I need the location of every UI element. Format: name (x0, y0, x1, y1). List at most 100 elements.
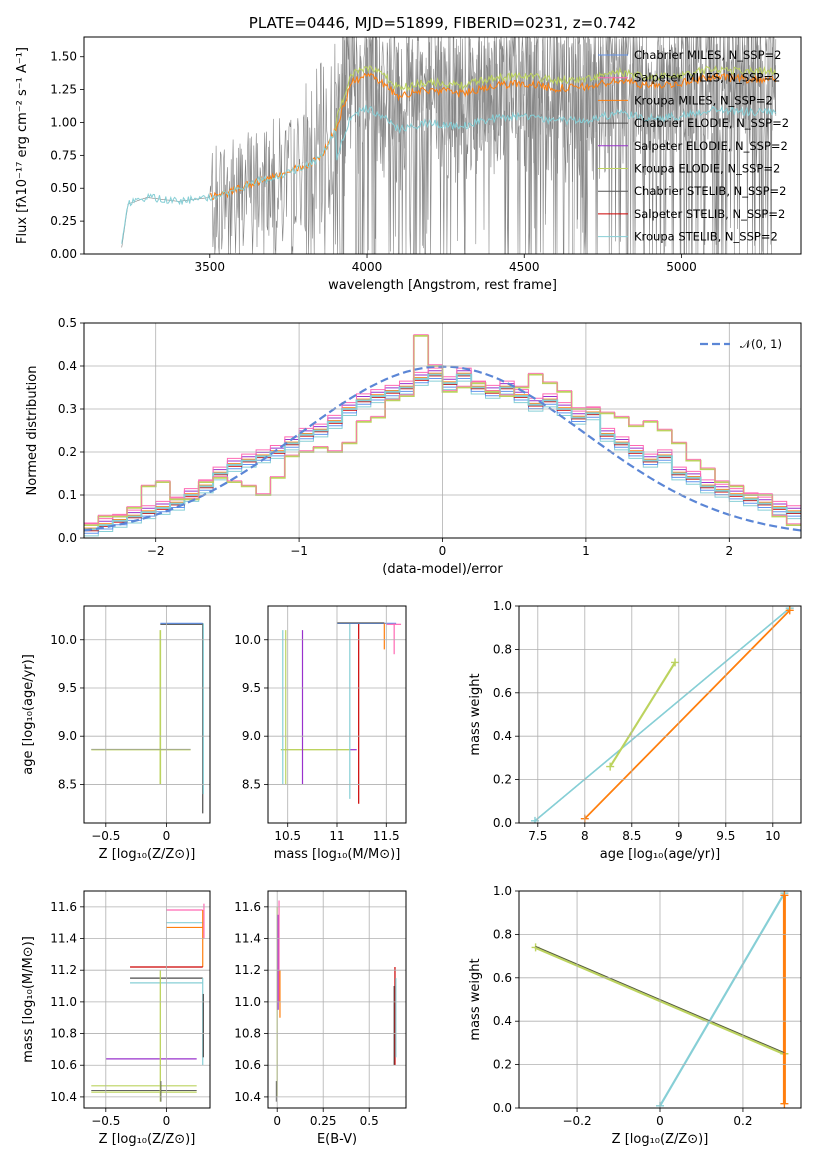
y-tick-label: 0.0 (493, 816, 512, 830)
y-tick-label: 1.0 (493, 884, 512, 898)
x-tick-label: 7.5 (528, 829, 547, 843)
y-tick-label: 0.0 (58, 531, 77, 545)
plot-area (531, 891, 789, 1108)
panel-4: 10.5 11 11.5 8.5 9.0 9.5 10.0 mass [log₁₀(M/M⊙)… (234, 605, 407, 862)
y-tick-label: 9.5 (58, 681, 77, 695)
y-tick-label: 10.6 (50, 1058, 77, 1072)
panel-6: −0.5 0 10.4 10.6 10.8 11.0 11.2 11.4 11.6 Z [log₁… (21, 890, 211, 1147)
weight-marker (780, 891, 789, 900)
x-axis-label: age [log₁₀(age/yr)] (600, 847, 721, 862)
x-tick-label: −1 (290, 544, 308, 558)
y-tick-label: 0.6 (493, 971, 512, 985)
x-tick-label: 9 (675, 829, 683, 843)
weight-line (658, 893, 785, 1107)
axes-frame (518, 890, 802, 1109)
x-tick-label: 0 (439, 544, 447, 558)
panel-1: 3500 4000 4500 5000 0.00 0.25 0.50 0.75 1.00 1.25… (15, 14, 802, 293)
y-tick-label: 10.8 (50, 1027, 77, 1041)
y-tick-label: 0.75 (50, 148, 77, 162)
y-tick-label: 11.4 (50, 932, 77, 946)
y-tick-label: 1.00 (50, 115, 77, 129)
y-axis-label: Flux [fλ10⁻¹⁷ erg cm⁻² s⁻¹ A⁻¹] (15, 47, 30, 244)
x-axis-label: E(B-V) (317, 1132, 357, 1147)
plot-area (91, 622, 204, 814)
legend-entry: Chabrier STELIB, N_SSP=2 (634, 184, 786, 198)
x-tick-label: 9.5 (716, 829, 735, 843)
x-tick-label: 0 (163, 1114, 171, 1128)
panel-2: −2 −1 0 1 2 0.0 0.1 0.2 0.3 0.4 0.5 (data-model)/er… (25, 316, 802, 577)
x-tick-label: 0.25 (310, 1114, 337, 1128)
x-tick-label: 11 (329, 829, 344, 843)
legend-entry: Chabrier MILES, N_SSP=2 (634, 48, 781, 62)
weight-marker (785, 606, 794, 615)
x-tick-label: 5000 (666, 260, 697, 274)
x-tick-label: 0 (273, 1114, 281, 1128)
weight-marker (606, 762, 615, 771)
y-tick-label: 0.0 (493, 1101, 512, 1115)
x-tick-label: 0 (163, 829, 171, 843)
legend-entry: Kroupa STELIB, N_SSP=2 (634, 230, 778, 244)
axes-frame (267, 605, 407, 824)
legend-entry: Kroupa ELODIE, N_SSP=2 (634, 162, 780, 176)
y-tick-label: 11.6 (50, 900, 77, 914)
y-tick-label: 1.0 (493, 599, 512, 613)
y-tick-label: 10.4 (50, 1090, 77, 1104)
x-tick-label: 0.2 (733, 1114, 752, 1128)
y-axis-label: mass weight (468, 673, 483, 755)
y-tick-label: 0.5 (58, 316, 77, 330)
axes-frame (83, 890, 211, 1109)
weight-line (583, 610, 790, 820)
x-tick-label: 2 (725, 544, 733, 558)
plot-area (121, 37, 777, 254)
y-tick-label: 0.6 (493, 686, 512, 700)
y-tick-label: 0.50 (50, 181, 77, 195)
y-tick-label: 11.0 (50, 995, 77, 1009)
x-tick-label: 8.5 (622, 829, 641, 843)
x-tick-label: 3500 (195, 260, 226, 274)
y-tick-label: 10.4 (234, 1090, 261, 1104)
x-axis-label: Z [log₁₀(Z/Z⊙)] (99, 847, 196, 862)
plot-area (91, 903, 205, 1102)
axes-frame (83, 322, 802, 539)
x-tick-label: −0.5 (91, 829, 120, 843)
y-tick-label: 1.50 (50, 50, 77, 64)
weight-line (533, 608, 790, 822)
plot-area (275, 900, 397, 1102)
x-tick-label: 0 (656, 1114, 664, 1128)
panel-3: −0.5 0 8.5 9.0 9.5 10.0 Z [log₁₀(Z/Z⊙)] age [lo… (21, 605, 211, 862)
y-tick-label: 10.6 (234, 1058, 261, 1072)
y-tick-label: 0.8 (493, 642, 512, 656)
weight-line (608, 662, 675, 768)
model-spectrum (335, 65, 777, 130)
x-axis-label: Z [log₁₀(Z/Z⊙)] (99, 1132, 196, 1147)
legend: Chabrier MILES, N_SSP=2 Salpeter MILES, N… (598, 48, 789, 244)
y-tick-label: 0.2 (493, 773, 512, 787)
y-tick-label: 10.8 (234, 1027, 261, 1041)
y-axis-label: age [log₁₀(age/yr)] (21, 654, 36, 775)
y-tick-label: 8.5 (242, 777, 261, 791)
plot-area (530, 606, 794, 823)
legend-entry: Salpeter STELIB, N_SSP=2 (634, 207, 785, 221)
y-tick-label: 10.0 (234, 633, 261, 647)
y-tick-label: 0.1 (58, 488, 77, 502)
legend-entry: Kroupa MILES, N_SSP=2 (634, 93, 773, 107)
y-tick-label: 0.2 (58, 445, 77, 459)
x-axis-label: (data-model)/error (382, 562, 503, 577)
legend: 𝒩(0, 1) (700, 337, 782, 351)
x-axis-label: mass [log₁₀(M/M⊙)] (274, 847, 401, 862)
y-tick-label: 10.0 (50, 633, 77, 647)
observed-spectrum-2 (335, 37, 777, 254)
x-tick-label: 0.5 (360, 1114, 379, 1128)
y-tick-label: 0.4 (58, 359, 77, 373)
y-tick-label: 9.5 (242, 681, 261, 695)
x-tick-label: 8 (581, 829, 589, 843)
y-tick-label: 11.2 (234, 963, 261, 977)
x-tick-label: 1 (582, 544, 590, 558)
chart-title: PLATE=0446, MJD=51899, FIBERID=0231, z=0… (249, 14, 636, 32)
y-tick-label: 11.6 (234, 900, 261, 914)
plot-area (280, 622, 402, 804)
weight-marker (780, 1099, 789, 1108)
panel-7: 0 0.25 0.5 10.4 10.6 10.8 11.0 11.2 11.4 11.6 E(B-… (234, 890, 407, 1147)
panel-5: 7.5 8 8.5 9 9.5 10 0.0 0.2 0.4 0.6 0.8 1.0 age [log₁… (468, 599, 802, 862)
x-tick-label: 4000 (352, 260, 383, 274)
